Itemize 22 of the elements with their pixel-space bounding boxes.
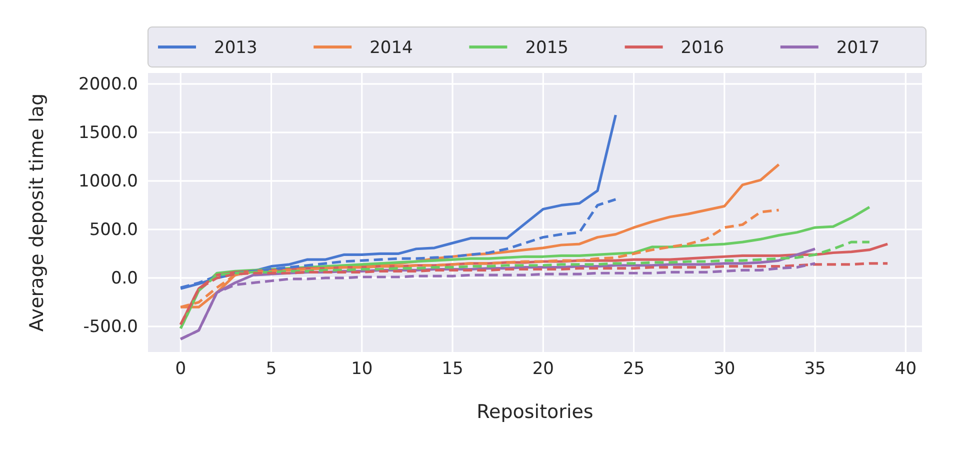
x-tick-label: 35 — [804, 359, 826, 380]
x-tick-label: 20 — [532, 359, 554, 380]
x-tick-label: 0 — [175, 359, 186, 380]
y-tick-label: 2000.0 — [78, 74, 138, 94]
legend-label: 2016 — [680, 38, 724, 58]
y-tick-label: 0.0 — [110, 268, 138, 288]
y-tick-label: 1500.0 — [78, 122, 138, 143]
y-axis-title: Average deposit time lag — [26, 93, 48, 332]
legend-label: 2017 — [836, 38, 880, 58]
x-tick-label: 5 — [266, 359, 277, 380]
legend-label: 2014 — [370, 38, 413, 58]
legend-label: 2015 — [525, 38, 568, 58]
x-axis-title: Repositories — [476, 401, 594, 423]
x-tick-label: 30 — [714, 359, 736, 380]
x-tick-label: 25 — [622, 359, 645, 380]
y-tick-label: 1000.0 — [78, 171, 138, 192]
x-tick-label: 10 — [351, 359, 373, 380]
y-tick-label: 500.0 — [89, 220, 138, 240]
legend-label: 2013 — [214, 38, 258, 58]
y-tick-label: -500.0 — [83, 316, 138, 337]
x-tick-label: 40 — [894, 359, 917, 380]
x-tick-label: 15 — [442, 359, 464, 380]
